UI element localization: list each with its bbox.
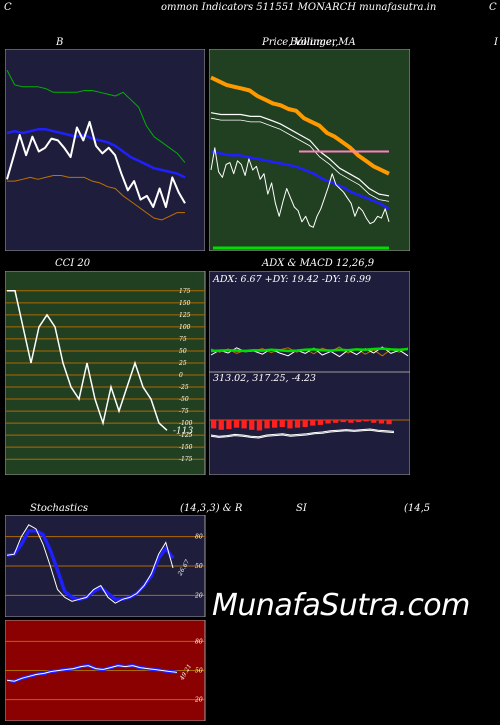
cci-tick-label: 50 [179,348,187,355]
adx-macd-title: ADX & MACD 12,26,9 [262,258,375,269]
brand-watermark: MunafaSutra.com [212,588,470,623]
macd-signal-line [210,428,395,438]
bollinger-lower-band [7,175,185,221]
cci-title: CCI 20 [55,258,91,269]
cci-panel: 175 150 125 100 75 50 25 0 -25 -50 -75 -100 -125 -150… [5,271,206,475]
macd-histogram-bar [211,420,217,429]
bollinger-middle-band [6,128,186,179]
rsi-tick-label: 80 [195,638,203,645]
macd-histogram-bar [340,420,346,423]
macd-histogram-bar [348,420,354,423]
ma-short-line [210,150,390,210]
rsi-tick-label: 50 [195,668,203,675]
cci-line [7,290,168,431]
rsi-tick-label: 20 [194,697,203,704]
stoch-tick-label: 20 [194,592,203,599]
price-panel-bg [209,49,410,251]
macd-histogram-bar [371,420,377,423]
cci-tick-label: 0 [179,372,183,379]
macd-histogram-bar [317,420,324,425]
bollinger-upper-band [6,69,186,163]
price-overlap-label: Bollinger, [290,37,339,48]
macd-values: 313.02, 317.25, -4.23 [213,373,316,384]
right-edge-letter: I [494,37,498,48]
cci-tick-label: -100 [179,420,193,427]
macd-histogram-bar [256,420,263,431]
cci-tick-label: 25 [178,360,187,367]
header-title: ommon Indicators 511551 MONARCH munafasu… [161,2,437,13]
macd-histogram-bar [378,420,385,424]
adx-values: ADX: 6.67 +DY: 19.42 -DY: 16.99 [213,274,372,285]
macd-histogram-bar [226,420,232,430]
price-panel [209,49,410,251]
cci-tick-label: 100 [179,324,191,331]
cci-tick-label: -25 [179,384,189,391]
ma-long-line [210,75,390,176]
macd-histogram-bar [264,420,270,429]
macd-histogram-bar [279,420,285,427]
rsi-params: (14,5 [404,503,431,514]
macd-histogram-bar [363,420,369,422]
price-close-line [210,147,390,228]
stochastics-title: Stochastics [30,503,88,514]
cci-tick-label: -50 [179,396,189,403]
cci-tick-label: -75 [179,408,189,415]
ma-medium-line [210,112,390,197]
ma-medium-line-2 [210,117,390,202]
adx-line [210,347,409,353]
header-left-letter: C [4,2,12,13]
stoch-tick-label: 50 [195,563,203,570]
stochastics-params: (14,3,3) & R [180,503,243,514]
bollinger-title: B [56,37,64,48]
macd-histogram-bar [272,420,278,428]
adx-macd-panel-bg [209,271,410,475]
stoch-k-line [6,524,174,604]
cci-tick-label: -175 [179,456,193,463]
macd-histogram-bar [249,420,255,430]
macd-histogram-bar [310,420,316,426]
cci-tick-label: 175 [179,288,191,295]
cci-last-label: -113 [173,426,193,436]
macd-histogram-bar [241,420,247,429]
cci-panel-bg [5,271,206,475]
cci-tick-label: -125 [179,432,193,439]
cci-tick-label: -150 [179,444,193,451]
macd-histogram-bar [355,420,362,423]
macd-histogram-bar [233,420,240,428]
macd-histogram-bar [386,420,392,425]
rsi-line [6,665,178,682]
macd-histogram-bar [287,420,293,429]
price-line [6,120,186,208]
price-title: Price, Volume, MA [262,37,356,48]
stoch-tick-label: 80 [195,534,203,541]
macd-histogram-bar [218,420,224,430]
macd-histogram-bar [333,420,339,423]
adx-macd-panel [209,271,410,475]
cci-tick-label: 75 [179,336,187,343]
header-right-letter: C [489,2,497,13]
cci-tick-label: 150 [179,300,191,307]
cci-tick-label: 125 [179,312,191,319]
rsi-title: SI [296,503,307,514]
macd-histogram-bar [294,420,301,428]
macd-line [210,429,395,439]
bollinger-panel [5,49,205,251]
macd-histogram-bar [302,420,308,427]
macd-histogram-bar [325,420,331,424]
